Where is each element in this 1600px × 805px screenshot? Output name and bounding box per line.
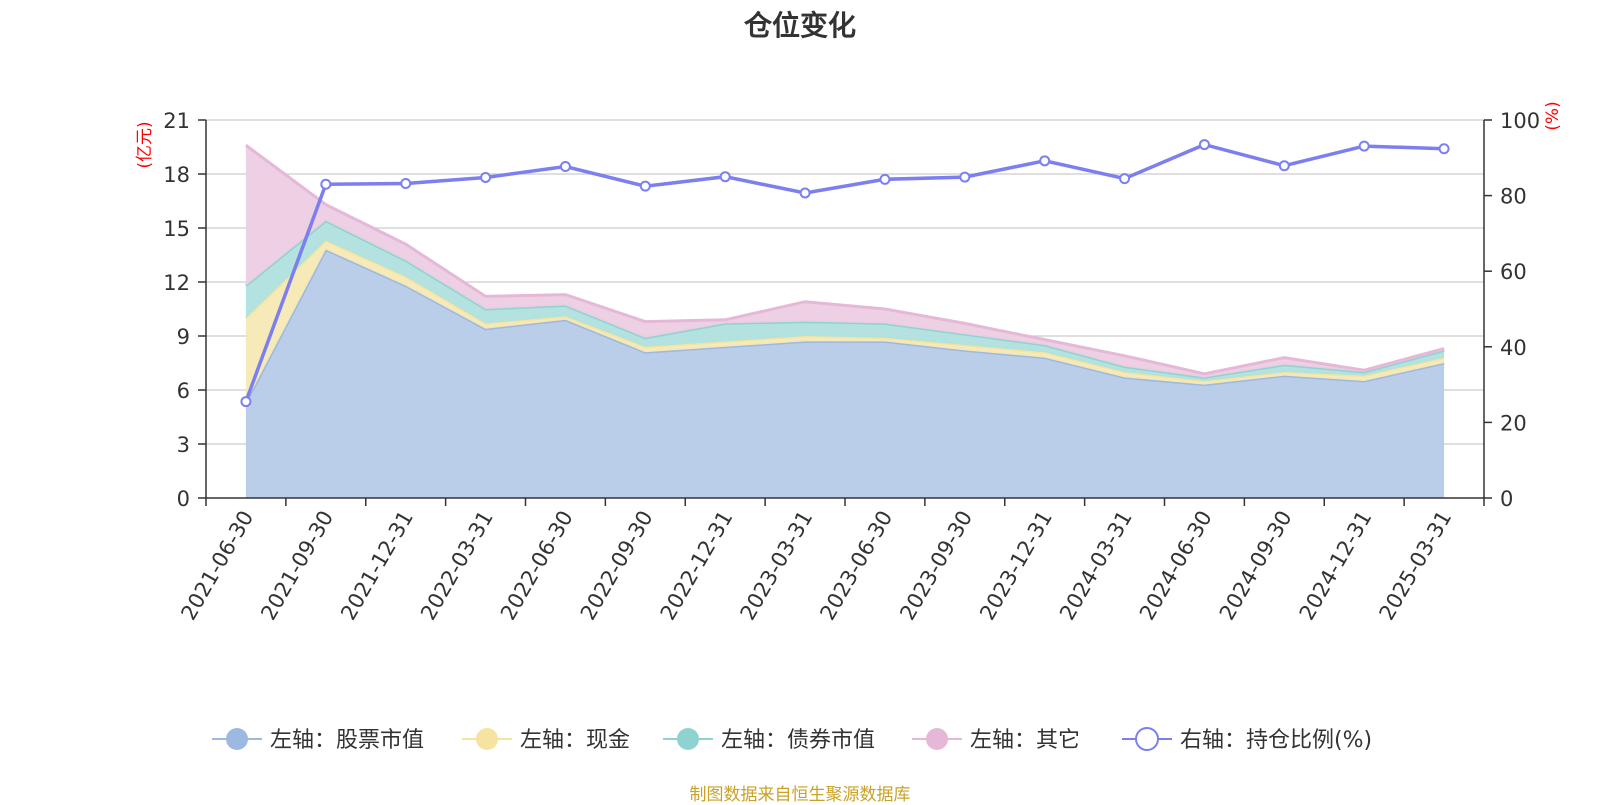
ratio-point xyxy=(1278,160,1290,172)
legend-swatch-marker xyxy=(226,728,248,750)
ratio-point xyxy=(1358,140,1370,152)
right-tick-label: 80 xyxy=(1500,185,1527,209)
ratio-point xyxy=(799,187,811,199)
ratio-point xyxy=(400,178,412,190)
left-tick-label: 3 xyxy=(177,433,190,457)
legend-swatch-marker xyxy=(1135,727,1159,751)
ratio-point xyxy=(559,160,571,172)
legend-label: 右轴：持仓比例(%) xyxy=(1180,728,1372,753)
right-tick-label: 60 xyxy=(1500,260,1527,284)
left-axis-unit: (亿元) xyxy=(135,121,155,168)
left-tick-label: 6 xyxy=(177,379,190,403)
left-tick-label: 9 xyxy=(177,325,190,349)
legend-label: 左轴：现金 xyxy=(520,728,630,753)
legend: 左轴：股票市值 左轴：现金 左轴：债券市值 左轴：其它 右轴：持仓比例(%) xyxy=(212,727,1372,753)
x-tick-label: 2024-12-31 xyxy=(1295,507,1377,625)
ratio-point xyxy=(480,171,492,183)
ratio-point xyxy=(639,180,651,192)
left-tick-label: 18 xyxy=(163,163,190,187)
x-tick-label: 2022-03-31 xyxy=(416,507,498,625)
left-tick-label: 21 xyxy=(163,109,190,133)
right-tick-label: 0 xyxy=(1500,487,1513,511)
ratio-point xyxy=(1039,155,1051,167)
ratio-point xyxy=(1438,143,1450,155)
right-tick-label: 100 xyxy=(1500,109,1540,133)
x-tick-label: 2023-12-31 xyxy=(975,507,1057,625)
x-tick-label: 2022-09-30 xyxy=(576,507,658,625)
x-tick-label: 2023-03-31 xyxy=(736,507,818,625)
ratio-line xyxy=(240,139,1450,408)
x-tick-label: 2024-03-31 xyxy=(1055,507,1137,625)
x-tick-label: 2022-06-30 xyxy=(496,507,578,625)
ratio-point xyxy=(959,171,971,183)
stacked-areas xyxy=(244,143,1445,498)
area-series-1 xyxy=(245,249,1445,498)
x-tick-label: 2023-06-30 xyxy=(815,507,897,625)
legend-label: 左轴：股票市值 xyxy=(270,728,424,753)
x-tick-label: 2022-12-31 xyxy=(656,507,738,625)
legend-label: 左轴：其它 xyxy=(970,728,1080,753)
x-tick-label: 2021-09-30 xyxy=(256,507,338,625)
source-note: 制图数据来自恒生聚源数据库 xyxy=(689,785,911,805)
left-tick-label: 12 xyxy=(163,271,190,295)
x-tick-label: 2023-09-30 xyxy=(895,507,977,625)
area-series-edge-4 xyxy=(245,143,1445,376)
ratio-point xyxy=(320,178,332,190)
legend-swatch-marker xyxy=(476,728,498,750)
legend-swatch-marker xyxy=(677,728,699,750)
ratio-point xyxy=(719,171,731,183)
ratio-line-path xyxy=(244,142,1445,403)
legend-label: 左轴：债券市值 xyxy=(721,728,875,753)
legend-swatch-marker xyxy=(926,728,948,750)
right-tick-label: 40 xyxy=(1500,336,1527,360)
x-tick-label: 2024-09-30 xyxy=(1215,507,1297,625)
left-tick-label: 0 xyxy=(177,487,190,511)
x-tick-label: 2025-03-31 xyxy=(1375,507,1457,625)
right-tick-label: 20 xyxy=(1500,411,1527,435)
x-tick-label: 2024-06-30 xyxy=(1135,507,1217,625)
ratio-point xyxy=(1119,173,1131,185)
chart-title: 仓位变化 xyxy=(743,9,856,42)
ratio-point xyxy=(240,396,252,408)
x-tick-label: 2021-06-30 xyxy=(176,507,258,625)
ratio-point xyxy=(879,173,891,185)
right-axis-unit: (%) xyxy=(1543,101,1563,130)
ratio-point xyxy=(1198,139,1210,151)
x-tick-label: 2021-12-31 xyxy=(336,507,418,625)
left-tick-label: 15 xyxy=(163,217,190,241)
